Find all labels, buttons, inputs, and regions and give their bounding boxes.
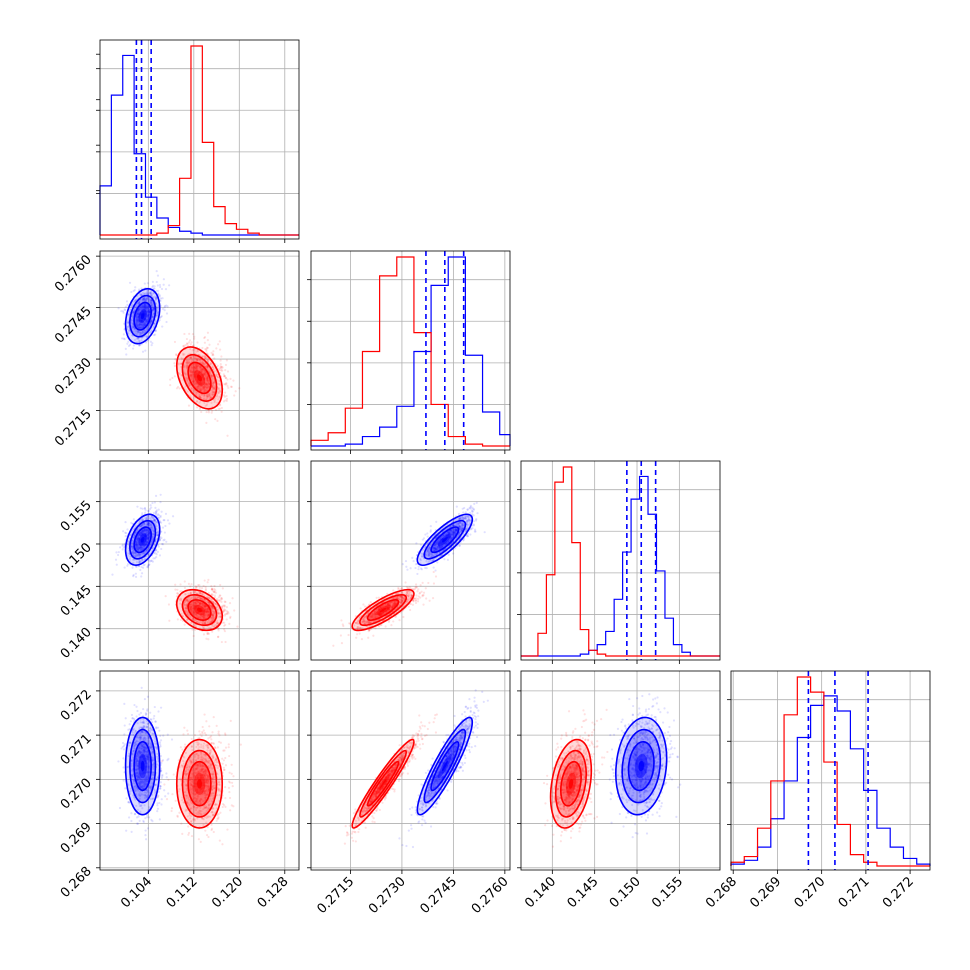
diag-panel-0 xyxy=(96,39,300,243)
panel-frame xyxy=(310,460,511,661)
density-fill xyxy=(379,607,387,613)
panel-frame xyxy=(730,670,931,871)
panel-frame xyxy=(520,460,721,661)
density-fill xyxy=(140,313,145,320)
contour-line xyxy=(359,749,408,818)
density-fill xyxy=(441,536,448,543)
contour-line xyxy=(129,519,157,560)
contour-line xyxy=(359,593,408,627)
contour-line xyxy=(351,738,415,829)
hist-blue xyxy=(521,475,720,657)
contour-line xyxy=(133,301,152,331)
density-fill xyxy=(568,778,574,789)
contour-line xyxy=(423,728,467,804)
scatter-area xyxy=(343,689,489,849)
contour-line xyxy=(627,740,655,792)
contour-line xyxy=(181,593,218,627)
contour-line xyxy=(416,513,474,566)
contour-line xyxy=(133,526,152,554)
contour-line xyxy=(181,353,218,402)
contour-line xyxy=(175,346,224,410)
hist-red xyxy=(310,256,510,447)
density-fill xyxy=(638,760,645,772)
hist-blue xyxy=(730,695,931,866)
contour-line xyxy=(124,716,161,816)
contour-line xyxy=(124,287,161,345)
contour-line xyxy=(549,738,593,829)
panel-frame xyxy=(310,670,511,871)
panel-frame xyxy=(99,39,300,240)
hist-red xyxy=(521,466,720,657)
scatter-area xyxy=(542,693,682,848)
panel-frame xyxy=(99,250,300,451)
panel-frame xyxy=(520,670,721,871)
contour-line xyxy=(129,728,157,804)
contour-line xyxy=(430,740,460,792)
contour-line xyxy=(124,513,161,566)
contour-line xyxy=(366,599,400,621)
panel-frame xyxy=(99,670,300,871)
corner-panels: 0.268 0.269 0.270 0.271 0.2720.27150.27300.2… xyxy=(52,39,931,917)
scatter-area xyxy=(111,493,239,644)
contour-line xyxy=(187,599,212,621)
contour-line xyxy=(416,716,474,816)
scatter-panel-2-1 xyxy=(307,460,511,664)
contour-line xyxy=(621,728,662,804)
scatter-area xyxy=(332,501,486,647)
density-fill xyxy=(196,607,203,613)
density-fill xyxy=(140,760,145,772)
contour-line xyxy=(351,588,415,632)
contour-line xyxy=(181,749,218,818)
density-fill xyxy=(140,536,145,543)
density-fill xyxy=(441,760,448,772)
contour-line xyxy=(133,740,152,792)
contour-line xyxy=(366,760,400,807)
contour-line xyxy=(187,361,212,395)
density-fill xyxy=(196,374,203,382)
contour-line xyxy=(175,738,224,829)
contour-line xyxy=(129,294,157,338)
contour-line xyxy=(554,749,588,818)
contour-line xyxy=(175,588,224,632)
hist-blue xyxy=(311,256,511,447)
contour-line xyxy=(423,519,467,560)
contour-line xyxy=(187,760,212,807)
contour-line xyxy=(560,760,582,807)
scatter-area xyxy=(117,686,242,846)
diag-panel-2 xyxy=(517,460,721,664)
panel-frame xyxy=(310,250,511,451)
scatter-area xyxy=(117,270,241,437)
diag-panel-1 xyxy=(307,250,511,454)
contour-line xyxy=(615,716,668,816)
hist-red xyxy=(100,45,299,236)
density-fill xyxy=(196,778,203,789)
contour-line xyxy=(430,526,460,554)
hist-red xyxy=(730,676,930,867)
density-fill xyxy=(379,778,387,789)
panel-frame xyxy=(99,460,300,661)
